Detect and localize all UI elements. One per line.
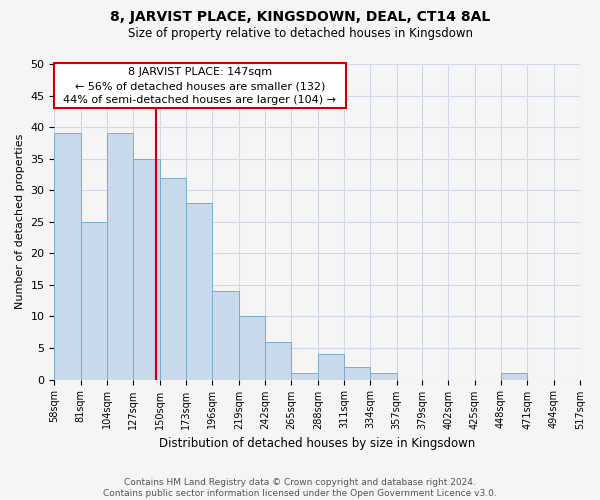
Bar — [265, 342, 292, 380]
Bar — [501, 374, 527, 380]
Text: Size of property relative to detached houses in Kingsdown: Size of property relative to detached ho… — [128, 28, 473, 40]
Bar — [107, 134, 133, 380]
Bar — [186, 203, 212, 380]
Text: 44% of semi-detached houses are larger (104) →: 44% of semi-detached houses are larger (… — [64, 95, 337, 105]
Y-axis label: Number of detached properties: Number of detached properties — [15, 134, 25, 310]
Bar — [318, 354, 344, 380]
Text: 8, JARVIST PLACE, KINGSDOWN, DEAL, CT14 8AL: 8, JARVIST PLACE, KINGSDOWN, DEAL, CT14 … — [110, 10, 490, 24]
Bar — [344, 367, 370, 380]
X-axis label: Distribution of detached houses by size in Kingsdown: Distribution of detached houses by size … — [159, 437, 475, 450]
Bar — [81, 222, 107, 380]
Bar — [55, 134, 81, 380]
Bar — [133, 158, 160, 380]
Text: Contains HM Land Registry data © Crown copyright and database right 2024.
Contai: Contains HM Land Registry data © Crown c… — [103, 478, 497, 498]
Text: ← 56% of detached houses are smaller (132): ← 56% of detached houses are smaller (13… — [74, 81, 325, 91]
Text: 8 JARVIST PLACE: 147sqm: 8 JARVIST PLACE: 147sqm — [128, 67, 272, 77]
Bar — [160, 178, 186, 380]
FancyBboxPatch shape — [54, 62, 346, 108]
Bar — [239, 316, 265, 380]
Bar — [212, 291, 239, 380]
Bar — [370, 374, 397, 380]
Bar — [292, 374, 318, 380]
